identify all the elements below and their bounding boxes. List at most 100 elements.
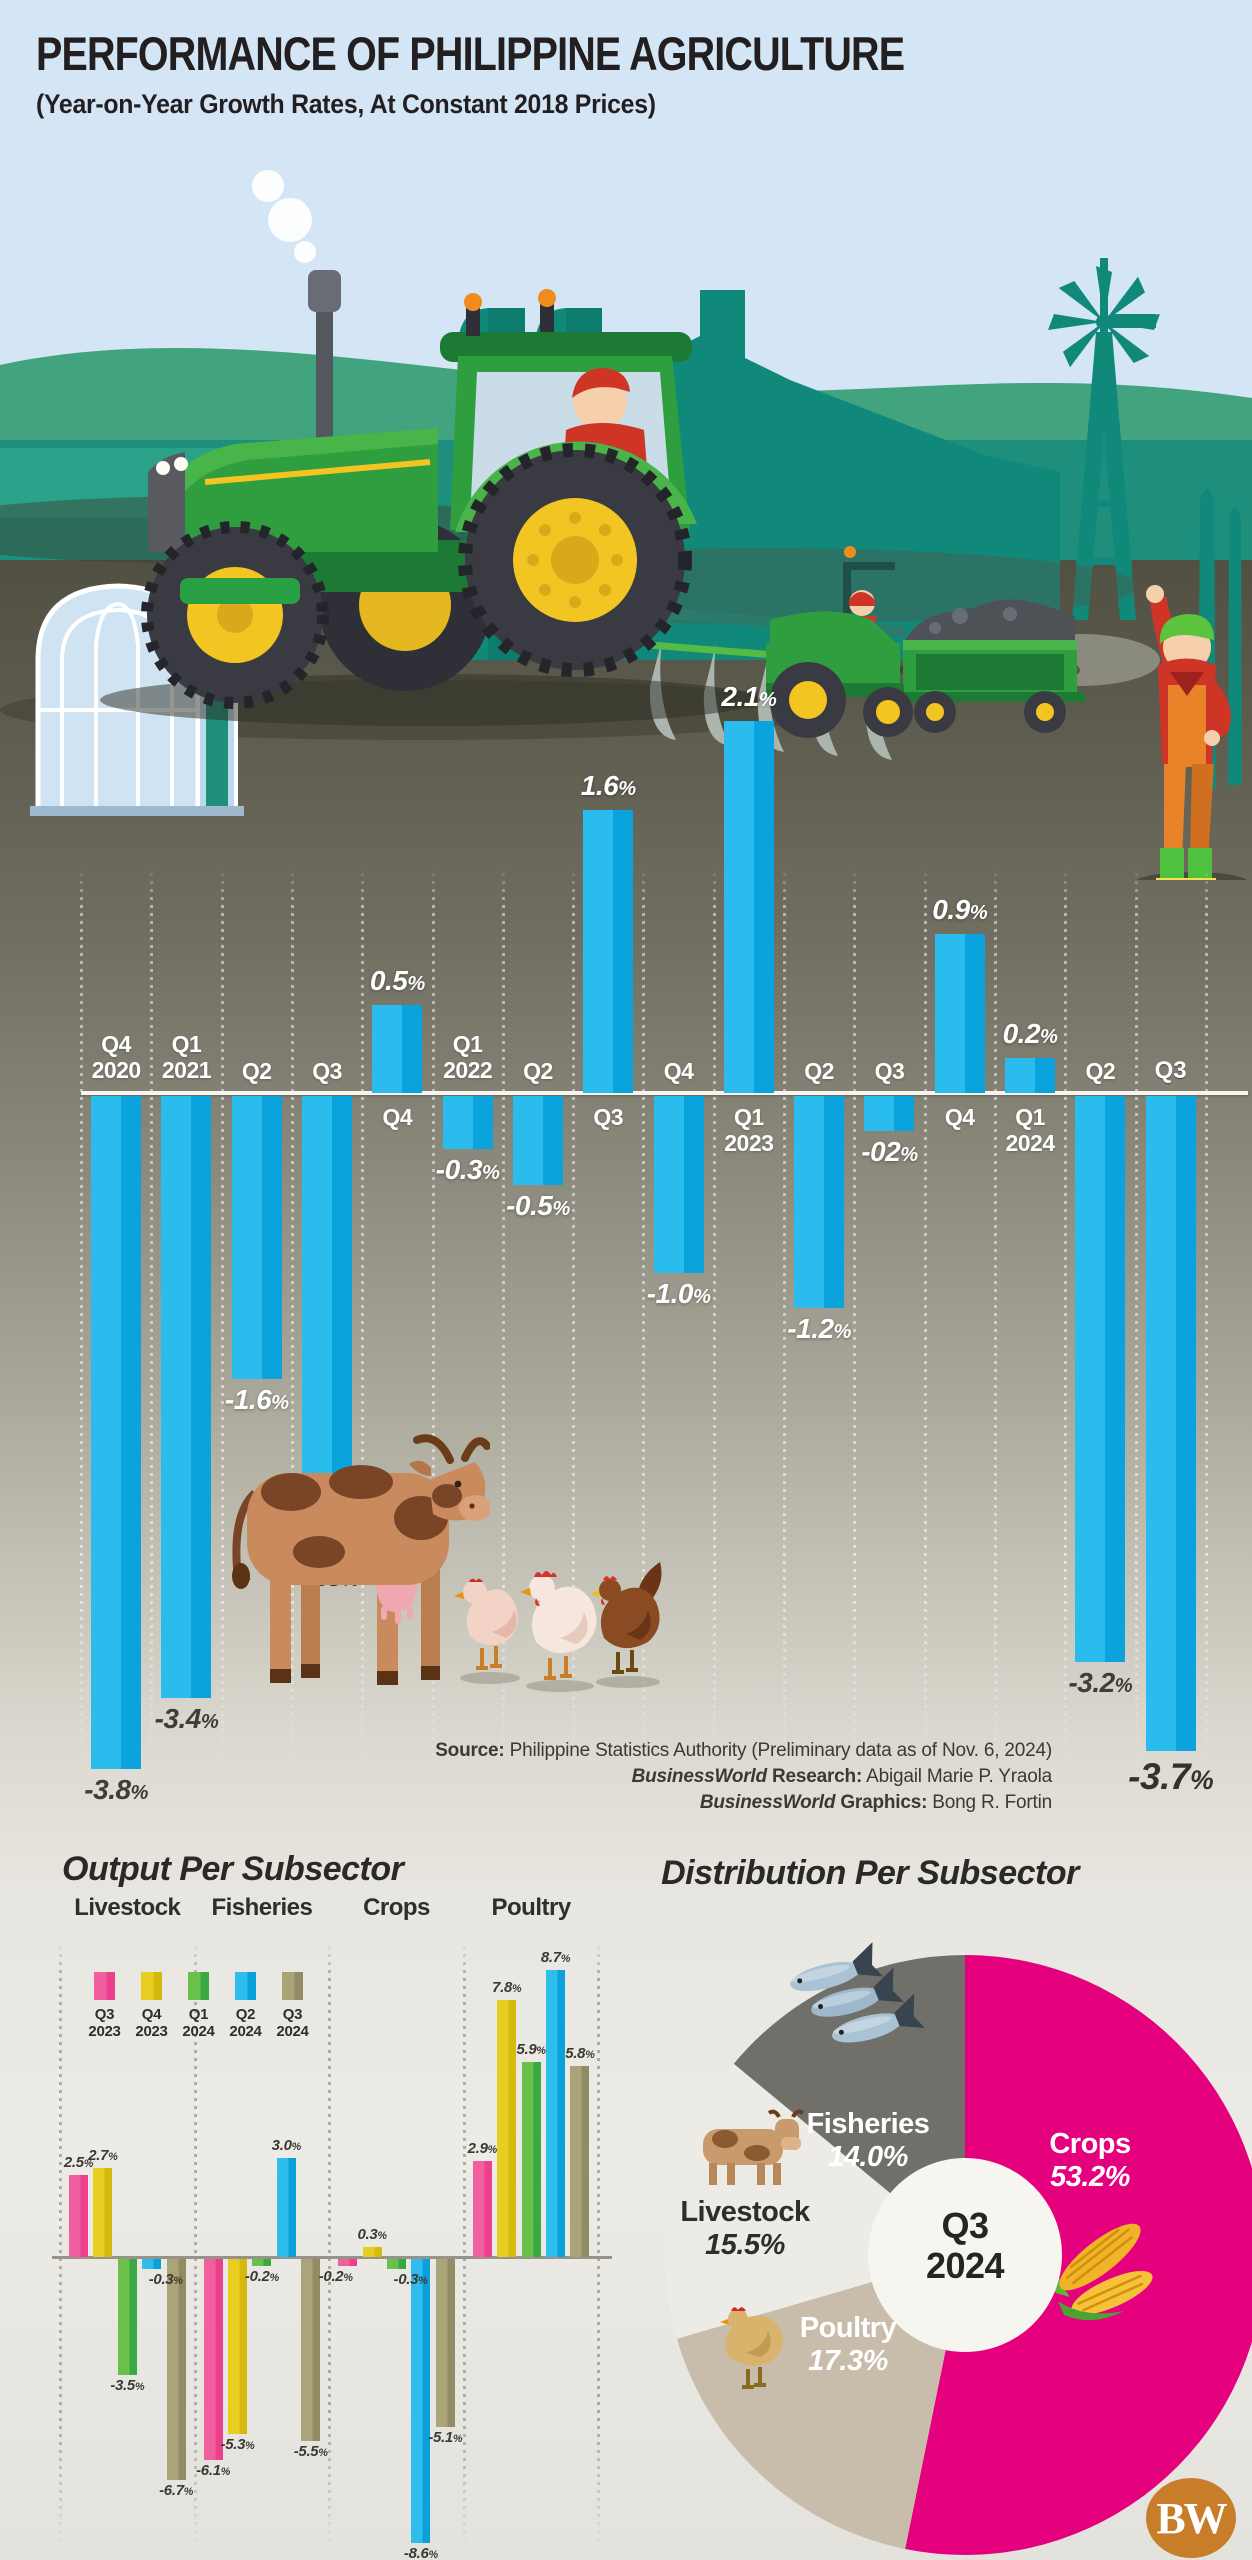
main-gridline	[501, 865, 505, 1800]
value-label: 0.9%	[932, 893, 988, 925]
cow-illustration	[232, 1434, 490, 1685]
pie-center-circle	[868, 2158, 1062, 2352]
sub-bar	[338, 2259, 358, 2266]
bar	[583, 809, 634, 1093]
sub-value-label: 8.7%	[540, 1948, 571, 1966]
main-gridline	[993, 865, 997, 1800]
sub-value-label: 2.9%	[467, 2140, 498, 2158]
sub-value-label: -0.2%	[318, 2267, 353, 2285]
quarter-tick: Q2	[804, 1058, 834, 1084]
main-gridline	[923, 865, 927, 1800]
main-gridline	[290, 865, 294, 1800]
main-gridline	[1064, 865, 1068, 1800]
sub-value-label: -8.6%	[403, 2544, 438, 2560]
quarter-tick: Q4	[663, 1058, 694, 1084]
hauling-tractor-trailer-illustration	[766, 546, 1085, 738]
quarter-tick: Q1 2023	[724, 1104, 774, 1156]
legend-label: Q1 2024	[182, 2006, 215, 2040]
category-label-crops: Crops	[363, 1894, 430, 1921]
value-label: 0.2%	[1002, 1017, 1058, 1049]
sub-bar	[546, 1969, 565, 2257]
page-title: PERFORMANCE OF PHILIPPINE AGRICULTURE	[36, 27, 905, 80]
sub-bar	[387, 2259, 406, 2269]
graphics-line: BusinessWorld Graphics: Bong R. Fortin	[699, 1792, 1052, 1813]
value-label: 2.1%	[721, 681, 777, 713]
value-label: -02%	[861, 1136, 918, 1168]
value-label: -3.2%	[1068, 1667, 1133, 1699]
value-label: 1.6%	[580, 769, 636, 801]
sub-value-label: -5.1%	[428, 2429, 463, 2447]
sub-gridline	[597, 1938, 601, 2556]
value-label: -3.7%	[1128, 1755, 1214, 1797]
legend-swatch	[235, 1972, 256, 2000]
main-gridline	[361, 865, 365, 1800]
pie-label-fisheries: Fisheries 14.0%	[806, 2108, 930, 2173]
category-label-fisheries: Fisheries	[211, 1894, 313, 1921]
bar	[512, 1096, 563, 1185]
research-line: BusinessWorld Research: Abigail Marie P.…	[631, 1766, 1053, 1787]
rooster-brown-illustration	[590, 1562, 662, 1674]
main-gridline	[642, 865, 646, 1800]
main-gridline	[220, 865, 224, 1800]
businessworld-logo: BW	[1146, 2478, 1236, 2558]
quarter-tick: Q1 2024	[1005, 1104, 1055, 1156]
sub-gridline	[193, 1938, 197, 2556]
hen-pale-illustration	[454, 1578, 518, 1670]
sub-bar	[203, 2259, 223, 2461]
sub-value-label: -0.3%	[393, 2270, 428, 2288]
quarter-tick: Q3	[874, 1058, 905, 1084]
hen-white-illustration	[520, 1571, 597, 1680]
legend-label: Q3 2024	[276, 2006, 309, 2040]
pie-center-period: Q3 2024	[925, 2205, 1005, 2286]
sub-bar	[252, 2259, 272, 2266]
source-line: Source: Philippine Statistics Authority …	[435, 1740, 1052, 1761]
quarter-tick: Q4	[382, 1104, 413, 1130]
bar	[723, 721, 774, 1093]
value-label: -0.3%	[435, 1154, 500, 1186]
value-label: -3.4%	[154, 1702, 219, 1734]
sub-value-label: -5.3%	[220, 2435, 255, 2453]
sub-gridline	[462, 1938, 466, 2556]
bar	[653, 1096, 704, 1273]
distribution-section-title: Distribution Per Subsector	[661, 1854, 1079, 1892]
sub-bar	[69, 2174, 88, 2257]
main-gridline	[1134, 865, 1138, 1800]
main-gridline	[1204, 865, 1208, 1800]
sub-gridline	[59, 1938, 62, 2556]
value-label: -0.5%	[506, 1189, 570, 1221]
quarter-tick: Q1 2021	[161, 1031, 212, 1083]
bar	[934, 933, 985, 1093]
sub-bar	[435, 2259, 455, 2428]
sub-bar	[497, 1999, 517, 2257]
legend-swatch	[282, 1972, 303, 2000]
chickens-illustration	[454, 1562, 662, 1692]
sub-value-label: 5.9%	[516, 2041, 546, 2059]
bar	[161, 1096, 212, 1698]
sub-value-label: 2.7%	[88, 2146, 118, 2164]
pie-label-crops: Crops 53.2%	[1049, 2128, 1131, 2193]
pie-label-livestock: Livestock 15.5%	[680, 2196, 810, 2261]
sub-bar	[411, 2259, 431, 2543]
category-label-livestock: Livestock	[74, 1894, 181, 1921]
value-label: -3.8%	[84, 1773, 148, 1805]
quarter-tick: Q3	[312, 1058, 342, 1084]
quarter-tick: Q4	[944, 1104, 975, 1130]
quarter-tick: Q3	[593, 1104, 624, 1130]
sub-bar	[521, 2062, 541, 2257]
pie-label-poultry: Poultry 17.3%	[799, 2312, 897, 2377]
sub-value-label: -6.1%	[196, 2462, 231, 2480]
category-label-poultry: Poultry	[491, 1894, 572, 1921]
legend-label: Q4 2023	[135, 2006, 168, 2040]
value-label: -1.6%	[224, 1384, 289, 1416]
sub-value-label: -6.7%	[159, 2482, 194, 2500]
sub-bar	[166, 2259, 186, 2481]
bar	[1005, 1057, 1056, 1093]
sub-value-label: -0.2%	[244, 2267, 279, 2285]
legend-label: Q3 2023	[88, 2006, 121, 2040]
sub-gridline	[328, 1938, 332, 2556]
chicken-icon	[720, 2307, 783, 2389]
main-gridline	[712, 865, 716, 1800]
sub-bar	[301, 2259, 321, 2441]
